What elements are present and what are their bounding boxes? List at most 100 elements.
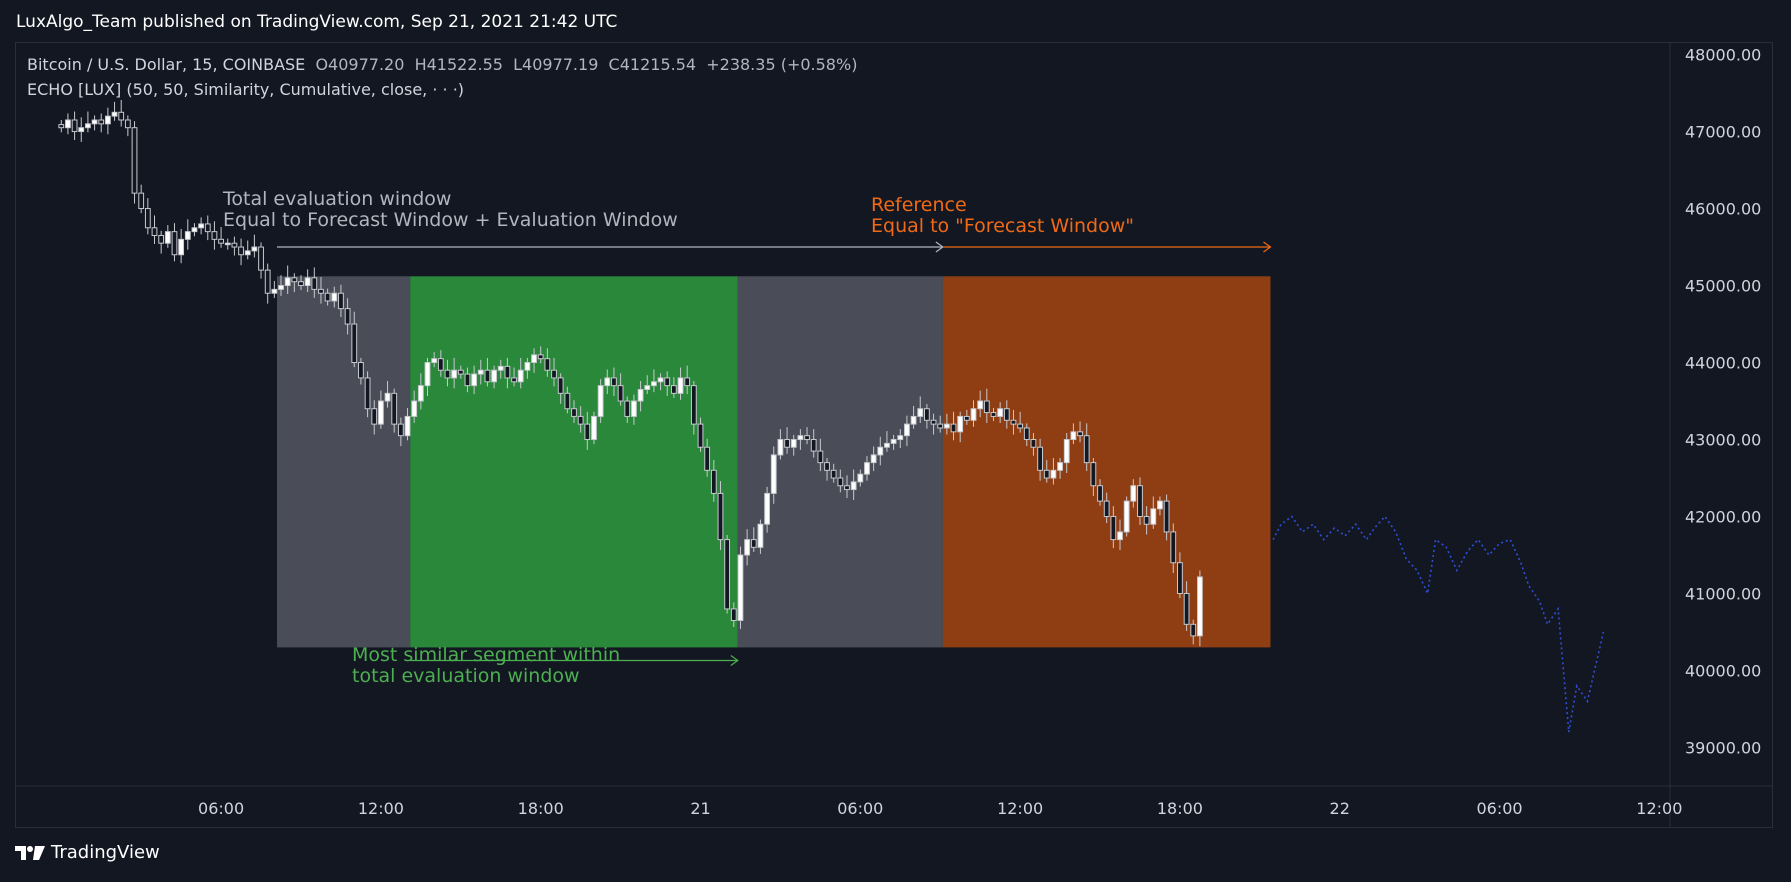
candle-body	[198, 223, 205, 229]
candle	[1063, 432, 1070, 474]
candle	[1030, 432, 1037, 456]
candle-body	[484, 369, 491, 383]
candle-body	[970, 408, 977, 421]
candle	[65, 113, 71, 135]
candle-body	[957, 415, 964, 433]
candle	[431, 352, 438, 368]
candle-body	[943, 423, 950, 429]
candle	[810, 429, 817, 458]
candle	[384, 381, 391, 408]
candle-body	[1150, 508, 1157, 525]
candle	[804, 427, 810, 445]
candle-body	[497, 365, 504, 371]
candle-body	[597, 385, 604, 417]
candle-body	[251, 246, 258, 252]
symbol-name: Bitcoin / U.S. Dollar, 15, COINBASE	[27, 55, 306, 74]
candle-body	[571, 408, 577, 417]
x-tick-label: 06:00	[837, 799, 883, 818]
candle-body	[124, 119, 131, 129]
candle-body	[637, 388, 644, 402]
candle	[717, 481, 724, 551]
candle	[777, 429, 784, 460]
candle	[650, 369, 657, 393]
candle-body	[544, 358, 551, 371]
price-chart[interactable]: 48000.00 47000.00 46000.00 45000.00 44000.00…	[0, 0, 1791, 842]
candle	[657, 373, 664, 391]
tradingview-logo[interactable]: TradingView	[15, 842, 160, 863]
candle	[1003, 400, 1010, 429]
candle-body	[271, 288, 278, 294]
candle-body	[817, 450, 824, 464]
candle	[291, 273, 298, 293]
candle-body	[1183, 593, 1190, 625]
candle-body	[1130, 485, 1137, 502]
x-tick-label: 12:00	[1636, 799, 1682, 818]
candle-body	[670, 385, 677, 394]
x-tick-label: 18:00	[1157, 799, 1203, 818]
candle	[417, 373, 424, 410]
candle-body	[431, 358, 438, 364]
candle	[910, 406, 917, 429]
candle	[138, 184, 145, 214]
candle	[371, 400, 378, 435]
candle-body	[344, 308, 351, 325]
y-tick-label: 40000.00	[1685, 662, 1761, 681]
candle-body	[138, 192, 145, 210]
candle	[311, 267, 318, 298]
indicator-legend[interactable]: ECHO [LUX] (50, 50, Similarity, Cumulati…	[27, 80, 465, 99]
candle	[697, 417, 704, 452]
candle	[577, 406, 584, 433]
candle	[131, 121, 138, 204]
candle-body	[451, 369, 458, 379]
candle-body	[950, 423, 957, 433]
candle-body	[983, 400, 990, 414]
candle	[1050, 458, 1057, 485]
candle	[1017, 411, 1024, 433]
candle	[264, 263, 271, 304]
candle-body	[804, 435, 810, 441]
candle-body	[617, 385, 624, 402]
candle	[1090, 458, 1097, 497]
candle-body	[517, 369, 524, 383]
candle-body	[111, 111, 118, 117]
candle-body	[477, 369, 484, 375]
candle-body	[644, 385, 651, 390]
candle	[1177, 552, 1183, 599]
candle-body	[318, 288, 324, 294]
candle-body	[1190, 623, 1197, 637]
similar-segment-line2: total evaluation window	[352, 665, 580, 687]
candle-body	[391, 392, 398, 425]
candle	[744, 529, 751, 566]
candle-body	[171, 231, 178, 256]
candle-body	[1090, 462, 1097, 487]
candle-body	[437, 358, 444, 371]
candle-body	[1103, 500, 1110, 518]
y-tick-label: 45000.00	[1685, 277, 1761, 296]
total-window-label: Total evaluation window Equal to Forecas…	[223, 189, 678, 231]
candle	[531, 348, 537, 373]
candle-body	[444, 369, 451, 379]
candle	[684, 365, 691, 395]
candle	[704, 438, 711, 477]
candle	[990, 407, 997, 422]
symbol-legend[interactable]: Bitcoin / U.S. Dollar, 15, COINBASE O409…	[27, 55, 857, 74]
candle-body	[377, 400, 384, 425]
candle	[231, 236, 238, 256]
x-tick-label: 18:00	[518, 799, 564, 818]
candle-body	[677, 377, 684, 394]
candle-body	[417, 385, 424, 402]
candle	[790, 434, 797, 456]
candle-body	[910, 415, 917, 425]
candle-body	[1030, 439, 1037, 448]
candle-body	[104, 115, 111, 125]
candle-body	[1137, 485, 1143, 518]
candle	[497, 359, 504, 379]
candle-body	[397, 423, 404, 437]
candle	[1057, 458, 1063, 479]
candle	[258, 242, 264, 279]
candle	[1163, 494, 1170, 541]
candle-body	[511, 377, 517, 383]
candle	[950, 411, 957, 441]
candle-body	[631, 400, 637, 417]
candle-body	[291, 277, 298, 283]
